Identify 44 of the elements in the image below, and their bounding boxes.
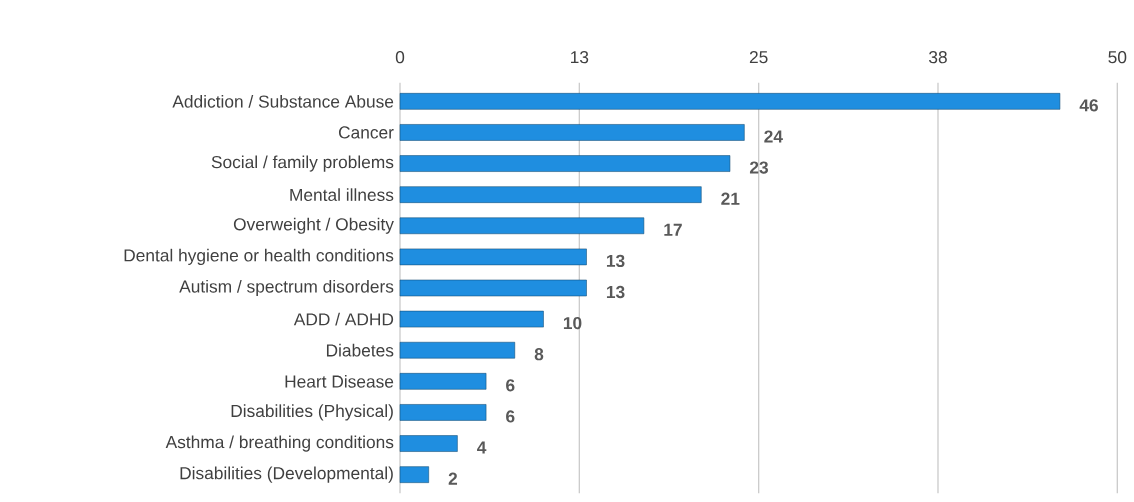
data-label: 46 bbox=[1079, 99, 1098, 112]
data-label: 10 bbox=[563, 316, 582, 330]
bar bbox=[399, 466, 429, 483]
y-tick-label: Mental illness bbox=[290, 188, 394, 202]
data-label: 6 bbox=[506, 379, 515, 392]
bar bbox=[399, 341, 516, 359]
data-label: 21 bbox=[721, 192, 740, 205]
data-label: 24 bbox=[764, 130, 783, 143]
y-tick-label: Cancer bbox=[338, 126, 394, 139]
bar bbox=[399, 279, 587, 297]
y-tick-label: Social / family problems bbox=[211, 155, 394, 172]
y-tick-label: Diabetes bbox=[326, 343, 394, 357]
data-label: 8 bbox=[534, 348, 544, 361]
bar bbox=[399, 310, 544, 328]
bar bbox=[399, 155, 731, 172]
bar bbox=[399, 373, 487, 390]
x-tick-label: 25 bbox=[749, 51, 768, 64]
y-tick-label: Addiction / Substance Abuse bbox=[172, 94, 394, 108]
y-tick-label: Disabilities (Physical) bbox=[231, 404, 393, 421]
y-tick-label: Asthma / breathing conditions bbox=[165, 435, 394, 452]
bar bbox=[399, 217, 645, 235]
y-tick-label: Disabilities (Developmental) bbox=[180, 466, 393, 483]
data-label: 6 bbox=[506, 410, 515, 423]
y-tick-label: Heart Disease bbox=[285, 374, 394, 388]
x-tick-label: 0 bbox=[395, 51, 405, 64]
y-tick-label: Autism / spectrum disorders bbox=[179, 279, 394, 297]
y-tick-label: ADD / ADHD bbox=[293, 312, 394, 326]
bar bbox=[399, 124, 745, 141]
x-tick-label: 13 bbox=[571, 51, 589, 64]
bar bbox=[399, 435, 458, 452]
x-tick-label: 50 bbox=[1108, 51, 1127, 64]
bar bbox=[399, 93, 1061, 110]
data-label: 4 bbox=[477, 441, 487, 454]
data-label: 17 bbox=[664, 223, 682, 236]
data-label: 13 bbox=[606, 285, 625, 299]
data-label: 2 bbox=[448, 472, 458, 485]
y-tick-label: Dental hygiene or health conditions bbox=[124, 248, 394, 265]
bar bbox=[399, 404, 487, 421]
data-label: 23 bbox=[749, 161, 768, 174]
bar bbox=[399, 248, 587, 266]
x-tick-label: 38 bbox=[929, 51, 947, 64]
data-label: 13 bbox=[606, 254, 625, 268]
bar bbox=[399, 186, 702, 203]
y-tick-label: Overweight / Obesity bbox=[233, 217, 394, 234]
